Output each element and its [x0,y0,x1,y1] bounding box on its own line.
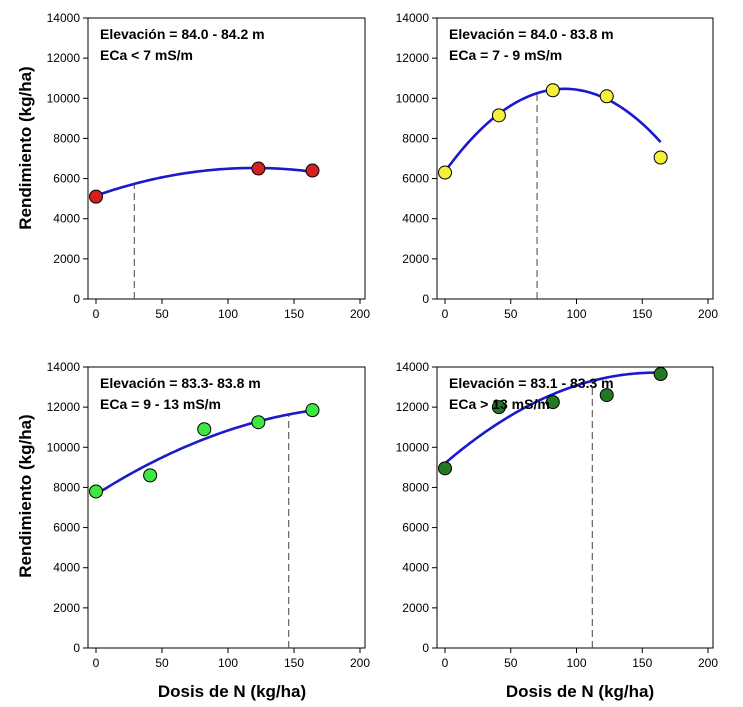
x-tick-label: 50 [155,307,169,321]
x-tick-label: 50 [504,307,518,321]
x-tick-label: 150 [632,656,652,670]
panel-bottom-right: 0 2000 4000 6000 8000 10000 12000 14000 0 50 100 15… [396,360,719,670]
data-point [89,484,103,499]
data-point [143,468,158,483]
y-tick-label: 6000 [53,521,80,535]
plot-frame [436,366,714,649]
plot-frame [436,17,714,300]
x-tick-label: 100 [566,307,586,321]
y-tick-label: 4000 [402,212,429,226]
x-tick-label: 0 [442,307,449,321]
x-axis-title-right: Dosis de N (kg/ha) [506,682,654,701]
panel-annotation: Elevación = 84.0 - 83.8 m [449,26,614,42]
x-tick-label: 50 [155,656,169,670]
x-tick-label: 0 [442,656,449,670]
plot-frame [87,366,366,649]
x-tick-label: 200 [350,656,370,670]
panel-annotation: ECa > 13 mS/m [449,396,550,412]
data-point [251,161,266,176]
data-point [89,189,103,204]
y-tick-label: 14000 [396,11,430,25]
y-tick-label: 0 [422,641,429,655]
x-tick-label: 150 [632,307,652,321]
y-tick-label: 12000 [47,51,81,65]
y-tick-label: 10000 [396,91,430,105]
x-tick-label: 0 [93,307,100,321]
x-tick-label: 150 [284,656,304,670]
data-point [438,165,452,180]
x-tick-label: 100 [218,307,238,321]
y-tick-label: 2000 [402,601,429,615]
x-tick-label: 100 [218,656,238,670]
x-axis-title-left: Dosis de N (kg/ha) [158,682,306,701]
panel-top-right: 0 2000 4000 6000 8000 10000 12000 14000 0 50 100 15… [396,11,719,321]
y-tick-label: 2000 [53,601,80,615]
y-tick-label: 4000 [53,561,80,575]
y-tick-label: 12000 [396,400,430,414]
panel-annotation: Elevación = 83.1 - 83.3 m [449,375,614,391]
panel-annotation: Elevación = 83.3- 83.8 m [100,375,261,391]
y-tick-label: 12000 [47,400,81,414]
y-tick-label: 12000 [396,51,430,65]
x-tick-label: 150 [284,307,304,321]
y-axis-title-bottom: Rendimiento (kg/ha) [16,414,35,577]
data-point [599,89,614,104]
y-tick-label: 10000 [47,440,81,454]
y-tick-label: 14000 [47,360,81,374]
y-tick-label: 4000 [402,561,429,575]
y-tick-label: 10000 [396,440,430,454]
y-tick-label: 8000 [53,131,80,145]
panel-top-left: 0 2000 4000 6000 8000 10000 12000 14000 0 50 100 15… [47,11,371,321]
panel-annotation: ECa < 7 mS/m [100,47,193,63]
fit-curve [444,371,661,465]
y-axis-title-top: Rendimiento (kg/ha) [16,66,35,229]
y-tick-label: 0 [73,292,80,306]
y-tick-label: 4000 [53,212,80,226]
data-point [305,403,320,418]
data-point [653,150,668,165]
data-point [305,163,320,178]
x-tick-label: 200 [350,307,370,321]
data-point [251,415,266,430]
panel-annotation: Elevación = 84.0 - 84.2 m [100,26,265,42]
fit-curve [95,409,313,496]
data-point [438,461,452,476]
x-tick-label: 100 [566,656,586,670]
y-tick-label: 8000 [53,480,80,494]
y-tick-label: 14000 [47,11,81,25]
data-point [491,400,506,415]
y-tick-label: 6000 [53,172,80,186]
panel-annotation: ECa = 9 - 13 mS/m [100,396,221,412]
y-tick-label: 0 [73,641,80,655]
data-point [545,83,560,98]
y-tick-label: 6000 [402,172,429,186]
panel-bottom-left: 0 2000 4000 6000 8000 10000 12000 14000 0 50 100 15… [47,360,371,670]
y-tick-label: 2000 [402,252,429,266]
x-tick-label: 0 [93,656,100,670]
x-tick-label: 50 [504,656,518,670]
plot-frame [87,17,366,300]
data-point [545,395,560,410]
fit-curve [95,166,313,197]
data-point [599,388,614,403]
data-point [491,108,506,123]
y-tick-label: 0 [422,292,429,306]
panel-annotation: ECa = 7 - 9 mS/m [449,47,562,63]
y-tick-label: 10000 [47,91,81,105]
y-tick-label: 14000 [396,360,430,374]
fit-curve [443,87,662,173]
y-tick-label: 2000 [53,252,80,266]
y-tick-label: 6000 [402,521,429,535]
x-tick-label: 200 [698,307,718,321]
y-tick-label: 8000 [402,480,429,494]
data-point [197,422,212,437]
data-point [653,367,668,382]
x-tick-label: 200 [698,656,718,670]
y-tick-label: 8000 [402,131,429,145]
